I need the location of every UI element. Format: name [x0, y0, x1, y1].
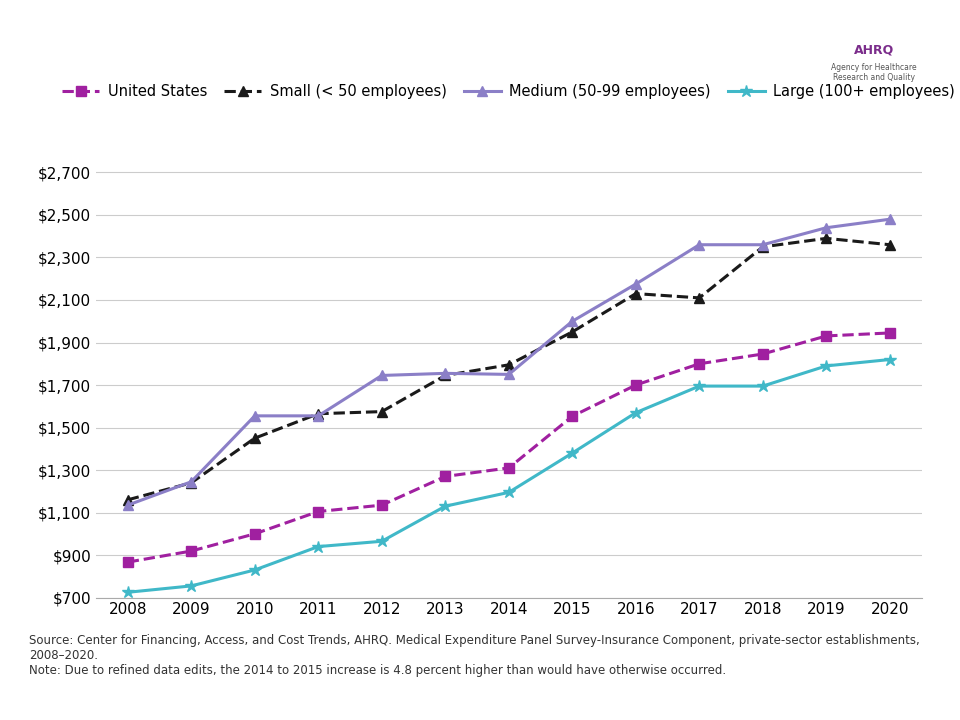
United States — [630, 381, 641, 390]
Medium (50-99 employees) — [884, 215, 896, 223]
Small (< 50 employees) — [376, 408, 388, 416]
United States — [122, 558, 133, 567]
Small (< 50 employees) — [503, 361, 515, 369]
Small (< 50 employees) — [313, 410, 324, 418]
Medium (50-99 employees) — [440, 369, 451, 378]
Large (100+ employees) — [185, 582, 197, 590]
Medium (50-99 employees) — [503, 370, 515, 379]
Large (100+ employees) — [313, 542, 324, 551]
Small (< 50 employees) — [566, 328, 578, 336]
United States — [566, 412, 578, 420]
Large (100+ employees) — [503, 488, 515, 497]
Large (100+ employees) — [757, 382, 769, 390]
United States — [503, 464, 515, 472]
Line: Medium (50-99 employees): Medium (50-99 employees) — [123, 215, 895, 510]
Legend: United States, Small (< 50 employees), Medium (50-99 employees), Large (100+ emp: United States, Small (< 50 employees), M… — [57, 78, 960, 105]
Small (< 50 employees) — [821, 234, 832, 243]
United States — [884, 328, 896, 337]
Large (100+ employees) — [440, 502, 451, 510]
Medium (50-99 employees) — [566, 317, 578, 325]
Small (< 50 employees) — [185, 479, 197, 487]
Medium (50-99 employees) — [757, 240, 769, 249]
Small (< 50 employees) — [630, 289, 641, 298]
Text: Figure 14. Average individual deductible (in dollars) per private-sector
employe: Figure 14. Average individual deductible… — [44, 22, 762, 90]
Large (100+ employees) — [122, 588, 133, 597]
Text: AHRQ: AHRQ — [853, 44, 894, 57]
United States — [313, 507, 324, 516]
United States — [376, 501, 388, 510]
Text: Agency for Healthcare
Research and Quality: Agency for Healthcare Research and Quali… — [830, 63, 917, 82]
United States — [185, 546, 197, 555]
Large (100+ employees) — [821, 361, 832, 370]
Text: Source: Center for Financing, Access, and Cost Trends, AHRQ. Medical Expenditure: Source: Center for Financing, Access, an… — [29, 634, 920, 677]
Medium (50-99 employees) — [313, 412, 324, 420]
Large (100+ employees) — [249, 566, 260, 575]
Medium (50-99 employees) — [185, 477, 197, 486]
United States — [249, 529, 260, 538]
United States — [440, 472, 451, 481]
Line: Small (< 50 employees): Small (< 50 employees) — [123, 233, 895, 505]
Large (100+ employees) — [376, 537, 388, 546]
United States — [821, 332, 832, 341]
Small (< 50 employees) — [440, 371, 451, 379]
United States — [693, 359, 705, 368]
Medium (50-99 employees) — [376, 371, 388, 379]
United States — [757, 350, 769, 359]
Medium (50-99 employees) — [122, 501, 133, 510]
Small (< 50 employees) — [249, 434, 260, 443]
Line: United States: United States — [123, 328, 895, 567]
Line: Large (100+ employees): Large (100+ employees) — [122, 354, 896, 598]
Circle shape — [509, 14, 960, 98]
Small (< 50 employees) — [122, 495, 133, 504]
Medium (50-99 employees) — [630, 280, 641, 289]
Large (100+ employees) — [630, 408, 641, 417]
Medium (50-99 employees) — [821, 223, 832, 232]
Medium (50-99 employees) — [693, 240, 705, 249]
Large (100+ employees) — [884, 355, 896, 364]
Small (< 50 employees) — [693, 294, 705, 302]
Medium (50-99 employees) — [249, 412, 260, 420]
Small (< 50 employees) — [757, 243, 769, 251]
Small (< 50 employees) — [884, 240, 896, 249]
Large (100+ employees) — [566, 449, 578, 457]
Large (100+ employees) — [693, 382, 705, 390]
